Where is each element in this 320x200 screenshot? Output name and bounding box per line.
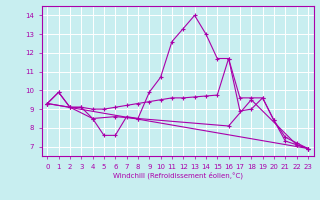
X-axis label: Windchill (Refroidissement éolien,°C): Windchill (Refroidissement éolien,°C) <box>113 171 243 179</box>
